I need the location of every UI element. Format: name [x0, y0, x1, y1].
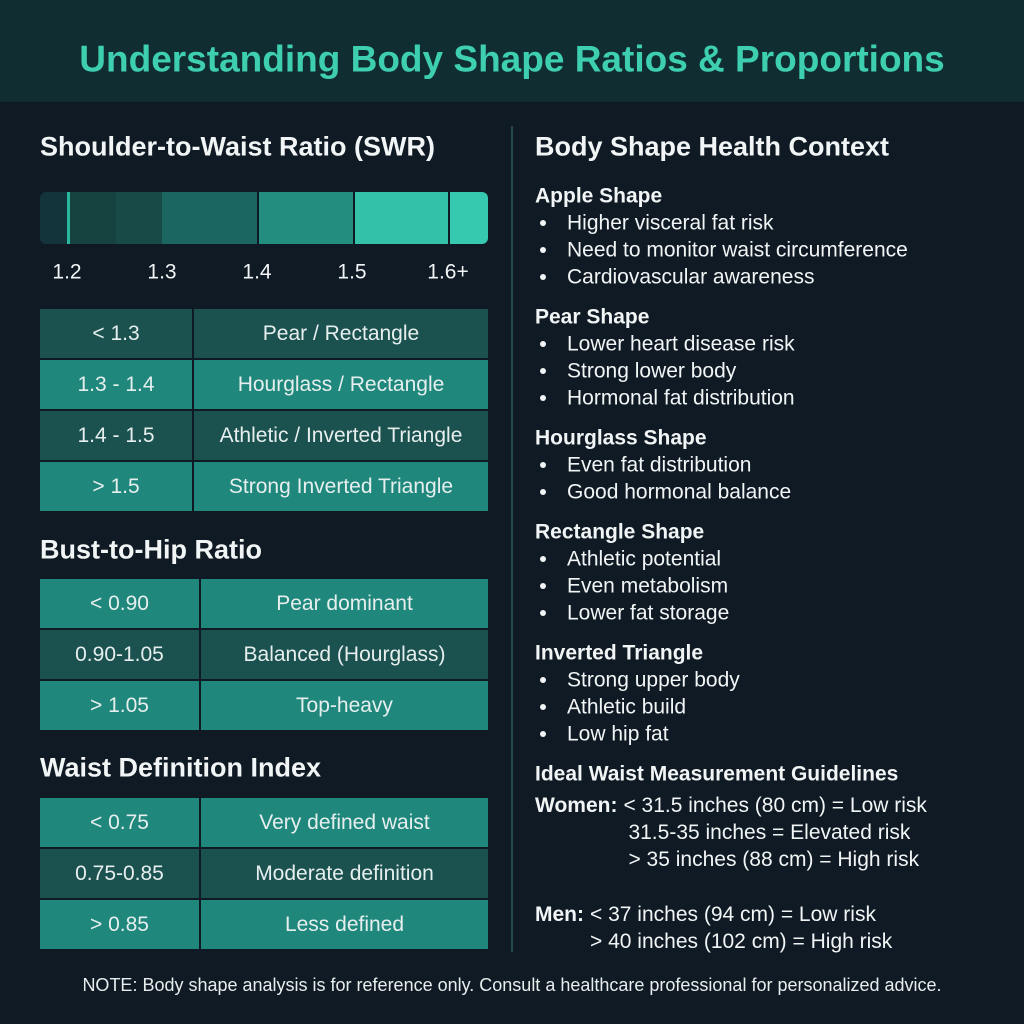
table-cell: Hourglass / Rectangle [194, 360, 488, 409]
bullet-text: Hormonal fat distribution [567, 386, 795, 410]
table-cell: > 1.5 [40, 462, 192, 511]
table-cell: < 0.90 [40, 579, 199, 628]
scale-label: 1.6+ [427, 260, 469, 284]
bullet-dot [540, 556, 546, 562]
bullet-dot [540, 274, 546, 280]
table-cell: Pear / Rectangle [194, 309, 488, 358]
bullet-text: Lower fat storage [567, 601, 730, 625]
guideline-line: 31.5-35 inches = Elevated risk [628, 821, 911, 844]
table-cell: < 1.3 [40, 309, 192, 358]
guideline-group: Women: < 31.5 inches (80 cm) = Low risk 31… [535, 792, 927, 873]
bullet-dot [540, 489, 546, 495]
guideline-line: < 37 inches (94 cm) = Low risk [590, 903, 876, 926]
bullet-text: Need to monitor waist circumference [567, 238, 908, 262]
bullet-dot [540, 704, 546, 710]
table-cell: 0.90-1.05 [40, 630, 199, 679]
scale-label: 1.4 [242, 260, 272, 284]
bullet-dot [540, 462, 546, 468]
table-cell: > 1.05 [40, 681, 199, 730]
scale-label: 1.3 [147, 260, 177, 284]
table-cell: Very defined waist [201, 798, 488, 847]
guideline-line: > 40 inches (102 cm) = High risk [590, 930, 893, 953]
divider [511, 126, 513, 952]
shape-heading: Hourglass Shape [535, 426, 707, 450]
table-cell: Pear dominant [201, 579, 488, 628]
group-lines: < 37 inches (94 cm) = Low risk > 40 inche… [590, 901, 892, 955]
bullet-text: Athletic build [567, 695, 687, 719]
bullet-dot [540, 247, 546, 253]
section-title: Shoulder-to-Waist Ratio (SWR) [40, 131, 435, 162]
bullet-text: Strong lower body [567, 359, 737, 383]
bullet-text: Even metabolism [567, 574, 729, 598]
bullet-text: Good hormonal balance [567, 480, 792, 504]
guidelines-title: Ideal Waist Measurement Guidelines [535, 762, 899, 786]
guideline-line: < 31.5 inches (80 cm) = Low risk [623, 794, 927, 817]
bullet-text: Even fat distribution [567, 453, 752, 477]
bullet-dot [540, 583, 546, 589]
table-cell: Top-heavy [201, 681, 488, 730]
table-cell: Less defined [201, 900, 488, 949]
bullet-text: Athletic potential [567, 547, 722, 571]
bullet-dot [540, 731, 546, 737]
scale-label: 1.2 [52, 260, 82, 284]
bullet-text: Cardiovascular awareness [567, 265, 815, 289]
table-cell: 1.3 - 1.4 [40, 360, 192, 409]
table-cell: Athletic / Inverted Triangle [194, 411, 488, 460]
swr-scale-bar [40, 192, 488, 244]
section-title: Body Shape Health Context [535, 131, 890, 162]
table-cell: < 0.75 [40, 798, 199, 847]
bullet-dot [540, 610, 546, 616]
guideline-line: > 35 inches (88 cm) = High risk [628, 848, 920, 871]
bullet-dot [540, 395, 546, 401]
section-title: Waist Definition Index [40, 752, 322, 783]
scale-label: 1.5 [337, 260, 367, 284]
group-label: Women: [535, 794, 618, 817]
bullet-text: Low hip fat [567, 722, 669, 746]
page-title: Understanding Body Shape Ratios & Propor… [79, 38, 945, 80]
table-cell: 0.75-0.85 [40, 849, 199, 898]
header-band [0, 0, 1024, 102]
guideline-group: Men: < 37 inches (94 cm) = Low risk > 40 i… [535, 901, 892, 955]
shape-heading: Inverted Triangle [535, 641, 704, 665]
table-cell: Strong Inverted Triangle [194, 462, 488, 511]
table-cell: Balanced (Hourglass) [201, 630, 488, 679]
bullet-dot [540, 341, 546, 347]
table-cell: 1.4 - 1.5 [40, 411, 192, 460]
shape-heading: Apple Shape [535, 184, 663, 208]
bullet-text: Higher visceral fat risk [567, 211, 774, 235]
footnote: NOTE: Body shape analysis is for referen… [82, 975, 942, 995]
table-cell: Moderate definition [201, 849, 488, 898]
table-cell: > 0.85 [40, 900, 199, 949]
bullet-dot [540, 220, 546, 226]
section-title: Bust-to-Hip Ratio [40, 534, 262, 565]
shape-heading: Pear Shape [535, 305, 650, 329]
bullet-dot [540, 677, 546, 683]
bullet-dot [540, 368, 546, 374]
bullet-text: Strong upper body [567, 668, 740, 692]
shape-heading: Rectangle Shape [535, 520, 705, 544]
bullet-text: Lower heart disease risk [567, 332, 795, 356]
group-label: Men: [535, 903, 584, 926]
group-lines: < 31.5 inches (80 cm) = Low risk 31.5-35 … [623, 792, 926, 873]
